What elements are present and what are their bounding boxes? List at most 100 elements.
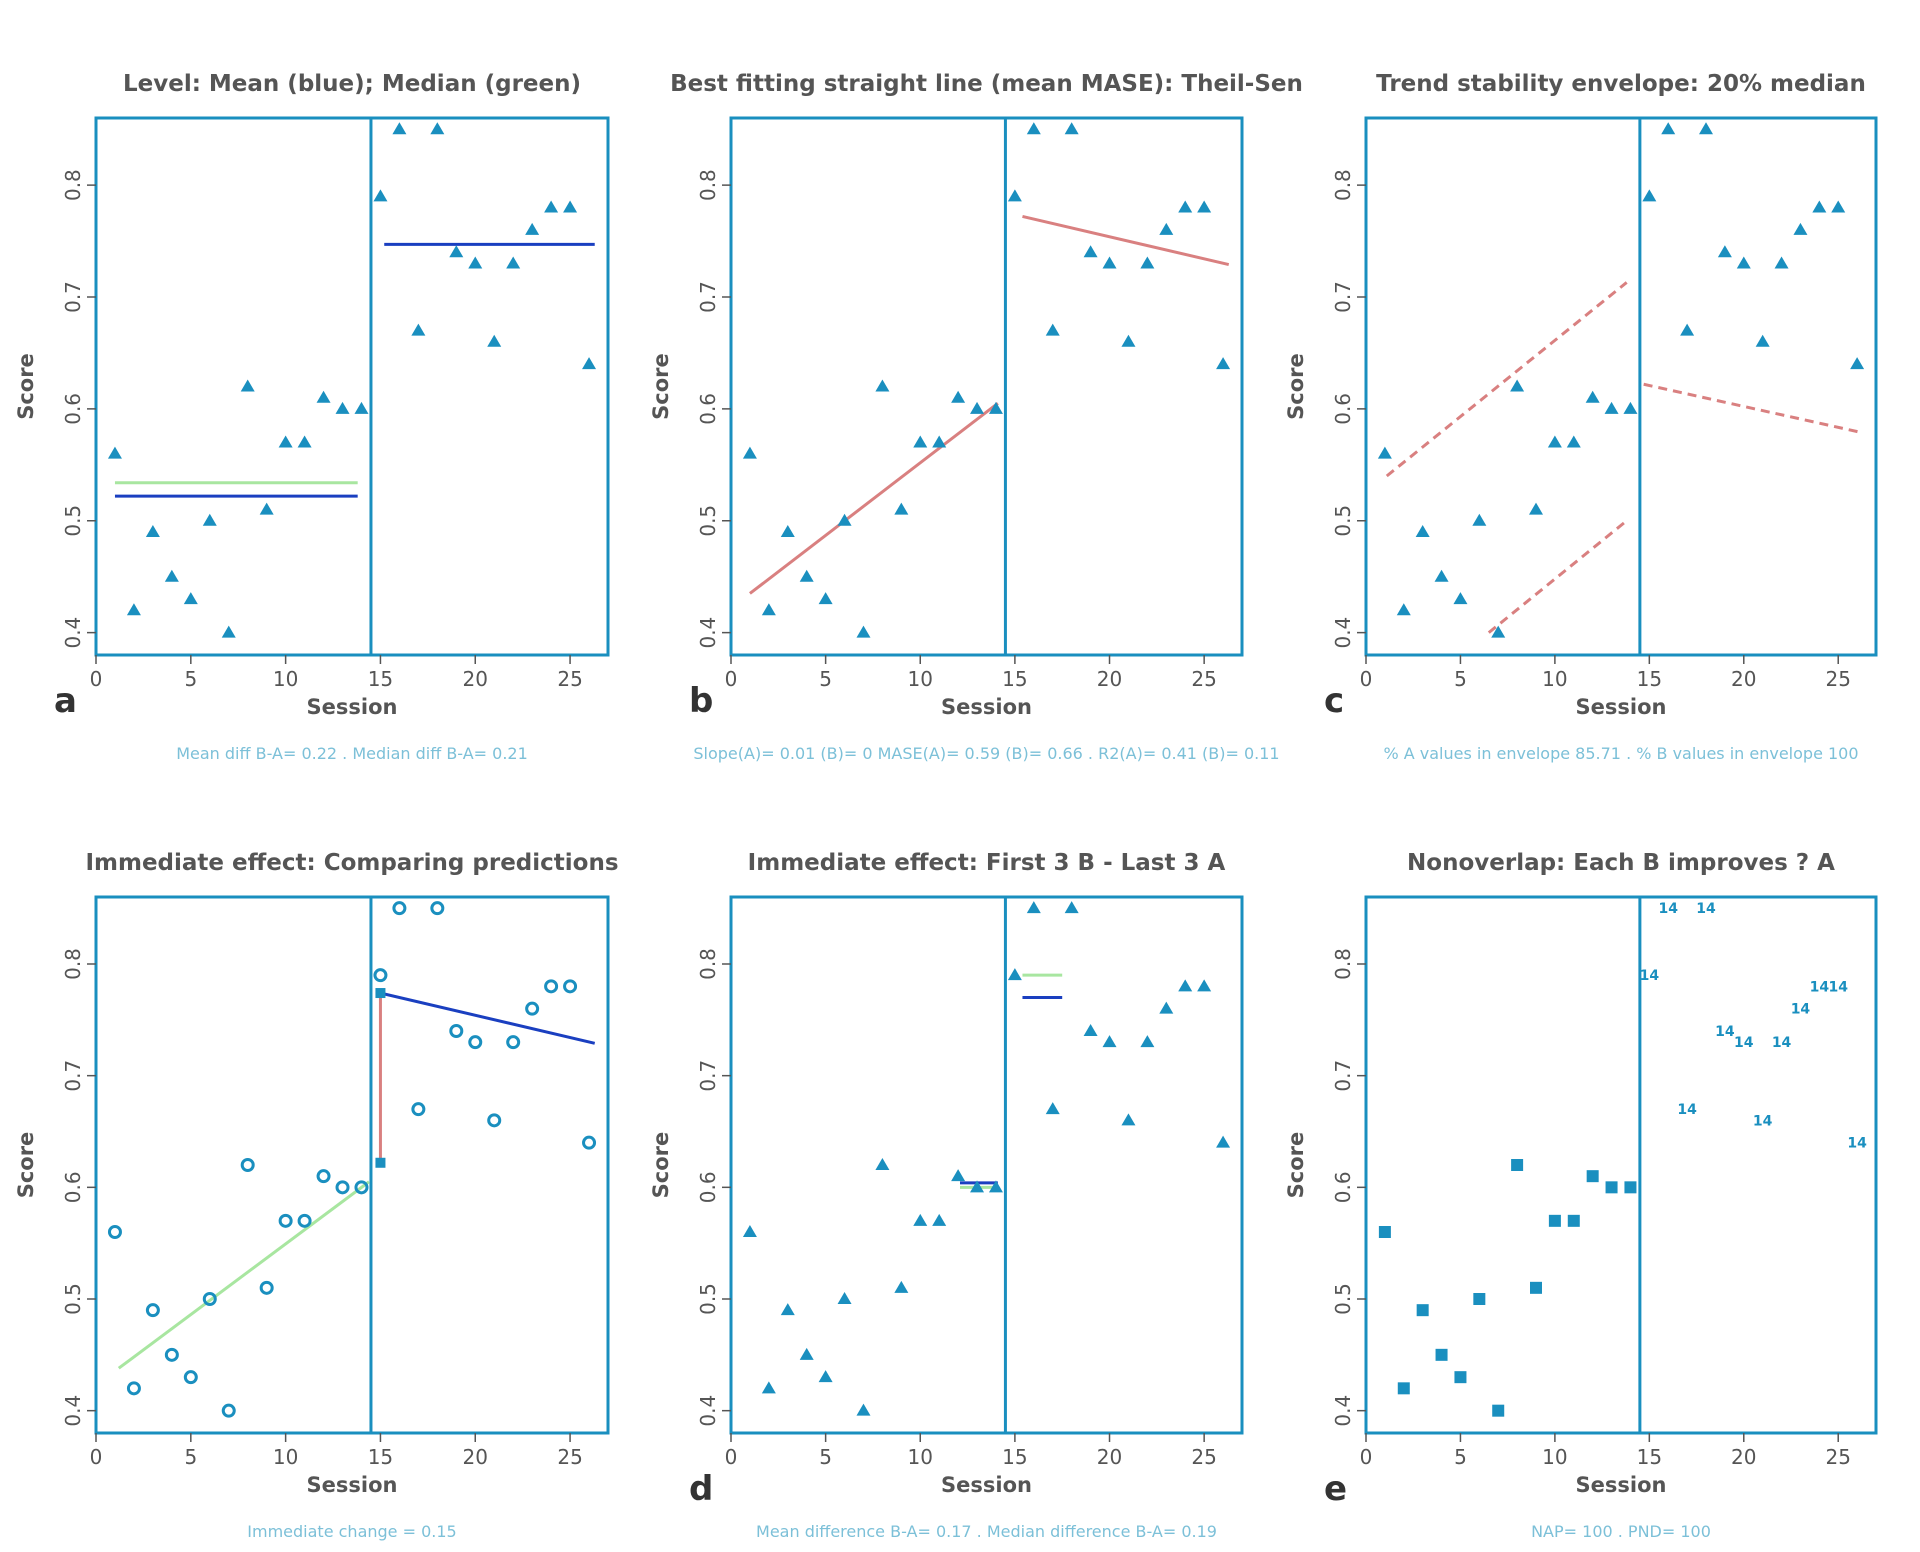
y-tick-label: 0.5 xyxy=(1331,505,1355,537)
panel-b: Best fitting straight line (mean MASE): … xyxy=(649,71,1303,763)
data-point xyxy=(1121,1113,1136,1126)
y-tick-label: 0.8 xyxy=(61,948,85,980)
data-point xyxy=(1547,435,1562,448)
data-point xyxy=(240,379,255,392)
data-point xyxy=(354,1180,369,1195)
y-tick-label: 0.7 xyxy=(1331,281,1355,313)
panel-letter: d xyxy=(689,1469,713,1509)
data-point xyxy=(1510,379,1525,392)
data-point xyxy=(1007,189,1022,202)
x-tick-label: 25 xyxy=(1191,667,1216,691)
x-tick-label: 10 xyxy=(1542,667,1567,691)
data-point xyxy=(970,401,985,414)
data-label: 14 xyxy=(1677,1102,1697,1118)
y-axis-label: Score xyxy=(649,1132,673,1199)
data-point xyxy=(525,1001,540,1016)
y-tick-label: 0.6 xyxy=(696,393,720,425)
y-tick-label: 0.7 xyxy=(1331,1060,1355,1092)
data-point xyxy=(1812,200,1827,213)
x-axis-label: Session xyxy=(1576,1473,1667,1497)
data-point xyxy=(126,603,141,616)
x-tick-label: 20 xyxy=(1731,667,1756,691)
data-point xyxy=(1178,979,1193,992)
data-point xyxy=(1548,1214,1561,1227)
x-axis-label: Session xyxy=(941,695,1032,719)
plot-frame xyxy=(1364,116,1878,657)
data-point xyxy=(1083,245,1098,258)
x-tick-label: 25 xyxy=(1191,1445,1216,1469)
y-axis-label: Score xyxy=(1284,1132,1308,1199)
data-point xyxy=(951,1169,966,1182)
data-point xyxy=(742,446,757,459)
x-tick-label: 15 xyxy=(368,667,393,691)
data-point xyxy=(1434,569,1449,582)
data-point xyxy=(761,603,776,616)
data-point xyxy=(932,435,947,448)
plot-frame xyxy=(729,895,1244,1435)
data-point xyxy=(335,1180,350,1195)
data-point xyxy=(780,524,795,537)
data-point xyxy=(742,1225,757,1237)
data-point xyxy=(1007,968,1022,981)
data-point xyxy=(1566,435,1581,448)
y-axis-label: Score xyxy=(649,353,673,420)
y-tick-label: 0.4 xyxy=(61,1395,85,1427)
data-point xyxy=(506,1035,521,1050)
data-point xyxy=(1416,1304,1429,1317)
data-point xyxy=(1026,122,1041,135)
x-tick-label: 0 xyxy=(90,667,103,691)
data-point xyxy=(913,1213,928,1226)
data-point xyxy=(913,435,928,448)
x-tick-label: 15 xyxy=(1637,667,1662,691)
data-point xyxy=(544,200,559,213)
panel-caption: Mean difference B-A= 0.17 . Median diffe… xyxy=(756,1522,1217,1541)
data-point xyxy=(126,1381,141,1396)
data-point xyxy=(1197,979,1212,992)
y-tick-label: 0.7 xyxy=(61,281,85,313)
panel-letter: c xyxy=(1324,681,1344,721)
data-point xyxy=(970,1180,985,1193)
data-point xyxy=(1774,256,1789,269)
data-point xyxy=(1605,1181,1618,1194)
x-tick-label: 5 xyxy=(184,667,197,691)
x-tick-label: 15 xyxy=(1637,1445,1662,1469)
data-point xyxy=(563,200,578,213)
x-axis-label: Session xyxy=(307,695,398,719)
plot-frame xyxy=(1364,895,1878,1435)
x-tick-label: 0 xyxy=(725,667,738,691)
data-label: 14 xyxy=(1715,1024,1735,1040)
data-point xyxy=(780,1303,795,1316)
x-tick-label: 20 xyxy=(463,667,488,691)
y-tick-label: 0.5 xyxy=(61,1283,85,1315)
x-tick-label: 5 xyxy=(1454,1445,1467,1469)
data-point xyxy=(1083,1024,1098,1036)
y-tick-label: 0.7 xyxy=(696,1060,720,1092)
y-tick-label: 0.4 xyxy=(696,1395,720,1427)
x-tick-label: 10 xyxy=(273,667,298,691)
y-tick-label: 0.6 xyxy=(696,1171,720,1203)
x-axis-label: Session xyxy=(941,1473,1032,1497)
data-point xyxy=(837,513,852,526)
y-axis-label: Score xyxy=(1284,353,1308,420)
fit-line xyxy=(1487,519,1628,634)
data-point xyxy=(1435,1348,1448,1361)
x-tick-label: 25 xyxy=(557,1445,582,1469)
panel-f: Nonoverlap: Each B improves ? A 0 5 10 15 20 2… xyxy=(1284,850,1878,1541)
y-tick-label: 0.4 xyxy=(696,617,720,649)
prediction-point xyxy=(375,1157,386,1168)
data-point xyxy=(1567,1214,1580,1227)
panel-letter: a xyxy=(54,681,77,721)
x-tick-label: 0 xyxy=(1360,667,1373,691)
panel-a: Level: Mean (blue); Median (green) 0 5 10 15… xyxy=(14,71,610,763)
y-tick-label: 0.7 xyxy=(61,1060,85,1092)
data-label: 14 xyxy=(1772,1035,1792,1051)
data-point xyxy=(1736,256,1751,269)
panel-d: Immediate effect: Comparing predictions 0… xyxy=(14,850,619,1541)
data-point xyxy=(875,1158,890,1170)
data-point xyxy=(1121,334,1136,347)
y-axis-label: Score xyxy=(14,353,38,420)
data-point xyxy=(297,1213,312,1228)
data-label: 14 xyxy=(1734,1035,1754,1051)
x-axis-label: Session xyxy=(307,1473,398,1497)
